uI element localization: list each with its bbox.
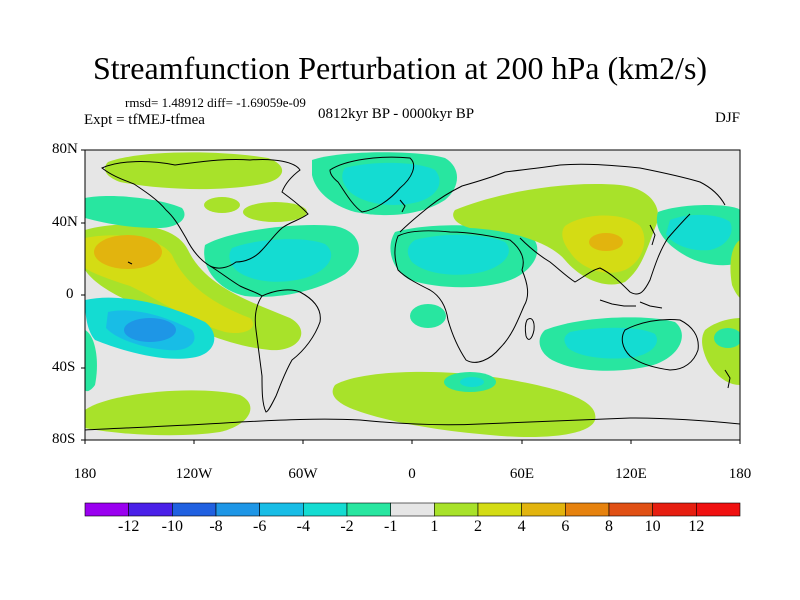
colorbar-swatch [608, 502, 653, 517]
lat-label-0: 0 [66, 286, 74, 302]
colorbar-label: 10 [644, 518, 661, 535]
lat-label-40n: 40N [52, 214, 78, 230]
lon-label-0: 0 [408, 466, 416, 482]
north-africa-anomaly-core [407, 234, 509, 275]
east-asia-anomaly-center [589, 233, 623, 251]
colorbar-swatch [390, 502, 435, 517]
colorbar-label: -12 [117, 518, 140, 535]
north-america-top-anomaly [104, 152, 283, 190]
antarctica-outline [85, 417, 740, 431]
west-atlantic-edge-anomaly [85, 196, 185, 228]
lon-label-180w: 180 [73, 466, 97, 482]
map-panel [85, 150, 740, 440]
lon-label-180e: 180 [728, 466, 752, 482]
uk-outline [399, 199, 406, 213]
colorbar-label: 4 [517, 518, 526, 535]
madagascar-outline [524, 317, 535, 340]
period-label: 0812kyr BP - 0000kyr BP [318, 106, 475, 122]
colorbar-swatch [477, 502, 522, 517]
indian-ocean-anomaly-core [564, 327, 657, 359]
colorbar-label: 8 [605, 518, 613, 535]
greenland-outline [329, 156, 415, 213]
australia-outline [621, 319, 699, 371]
colorbar-swatch [84, 502, 129, 517]
colorbar-label: -6 [252, 518, 267, 535]
north-pacific-anomaly-center [94, 235, 162, 269]
colorbar-label: -4 [296, 518, 310, 535]
colorbar-label: 2 [474, 518, 482, 535]
colorbar-swatch [652, 502, 697, 517]
west-pacific-anomaly-core [666, 214, 732, 251]
lon-label-120e: 120E [615, 466, 647, 482]
colorbar-swatch [521, 502, 566, 517]
southern-ocean-positive-anomaly [332, 371, 596, 438]
colorbar-swatch [128, 502, 173, 517]
southwest-edge-anomaly [85, 330, 97, 392]
central-america-outline [209, 265, 263, 297]
colorbar-swatch [696, 502, 741, 517]
colorbar-label: 6 [561, 518, 570, 535]
lon-label-120w: 120W [175, 466, 213, 482]
colorbar-label: -10 [161, 518, 183, 535]
hawaii-outline [127, 261, 133, 265]
lon-label-60w: 60W [288, 466, 318, 482]
colorbar-swatch [259, 502, 304, 517]
greenland-anomaly-core [342, 162, 440, 205]
south-pacific-anomaly-center [124, 318, 176, 342]
lon-label-60e: 60E [509, 466, 535, 482]
lat-label-80n: 80N [52, 141, 78, 157]
equatorial-atlantic-anomaly [410, 304, 446, 328]
colorbar-label: -8 [209, 518, 223, 535]
southern-ocean-negative-core [460, 377, 484, 387]
colorbar-swatch [172, 502, 217, 517]
colorbar-label: -1 [383, 518, 398, 535]
stats-text: rmsd= 1.48912 diff= -1.69059e-09 [125, 95, 306, 110]
lat-label-40s: 40S [52, 359, 76, 375]
colorbar-swatch [346, 502, 391, 517]
east-edge-positive-anomaly [730, 240, 740, 298]
experiment-label: Expt = tfMEJ-tfmea [84, 112, 205, 128]
colorbar-swatch [565, 502, 610, 517]
season-label: DJF [714, 110, 740, 126]
east-canada-anomaly [243, 202, 307, 222]
chart-title: Streamfunction Perturbation at 200 hPa (… [92, 50, 708, 86]
colorbar [84, 502, 741, 517]
colorbar-swatch [434, 502, 479, 517]
europe-outline [399, 163, 726, 233]
axis-ticks [81, 149, 741, 444]
lat-label-80s: 80S [52, 431, 76, 447]
south-america-outline [254, 289, 321, 413]
indonesia-outline [599, 299, 663, 309]
japan-outline [649, 224, 656, 246]
north-america-outline [101, 158, 309, 269]
colorbar-label: 1 [430, 518, 439, 535]
colorbar-swatch [215, 502, 260, 517]
colorbar-swatch [303, 502, 348, 517]
colorbar-label: 12 [688, 518, 705, 535]
new-zealand-outline [724, 369, 731, 389]
continent-outlines [85, 156, 740, 431]
central-pacific-small-anomaly [204, 197, 240, 213]
africa-outline [394, 230, 529, 363]
asia-south-outline [519, 213, 691, 295]
southeast-edge-negative-anomaly [714, 328, 740, 348]
colorbar-label: -2 [340, 518, 354, 535]
north-atlantic-anomaly-core [229, 239, 332, 282]
